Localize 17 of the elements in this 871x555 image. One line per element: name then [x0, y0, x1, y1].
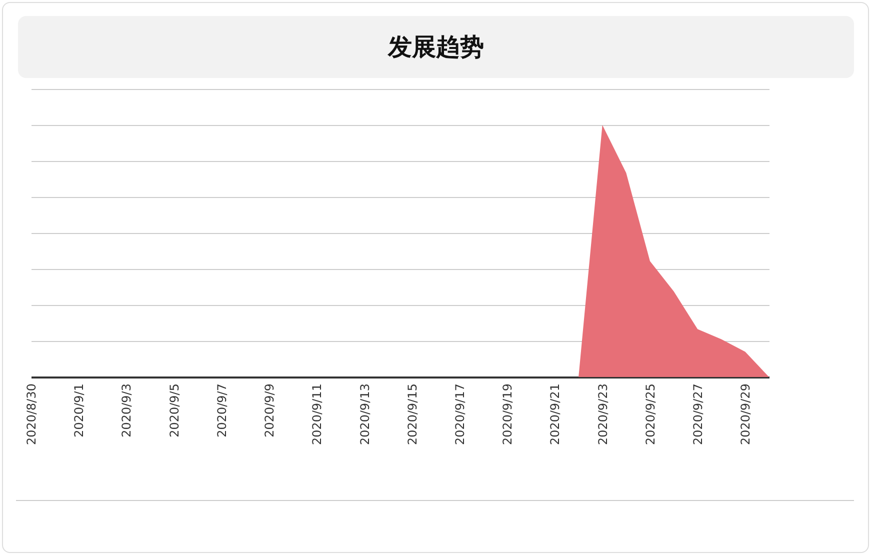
- x-tick-label: 2020/9/29: [738, 384, 753, 446]
- x-tick-label: 2020/9/19: [500, 384, 515, 446]
- x-tick-label: 2020/9/7: [214, 384, 229, 438]
- x-tick-label: 2020/9/17: [453, 384, 468, 446]
- x-tick-label: 2020/9/15: [405, 384, 420, 446]
- x-tick-label: 2020/9/27: [691, 384, 706, 446]
- x-tick-label: 2020/9/9: [262, 384, 277, 438]
- x-tick-label: 2020/8/30: [24, 384, 38, 446]
- x-tick-label: 2020/9/21: [548, 384, 562, 446]
- chart-title: 发展趋势: [18, 16, 854, 78]
- x-tick-label: 2020/9/23: [596, 384, 610, 446]
- x-tick-label: 2020/9/3: [120, 384, 134, 438]
- x-tick-label: 2020/9/13: [358, 384, 372, 446]
- x-tick-label: 2020/9/11: [310, 384, 324, 446]
- x-tick-label: 2020/9/1: [72, 384, 86, 438]
- x-tick-label: 2020/9/25: [643, 384, 658, 446]
- x-tick-label: 2020/9/5: [167, 384, 182, 438]
